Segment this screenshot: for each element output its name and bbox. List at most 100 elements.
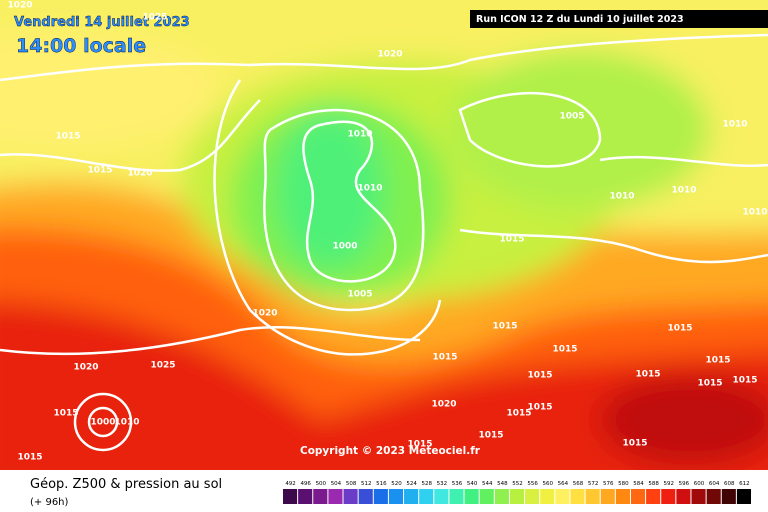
isobar-label: 1015 [53,409,78,419]
isobar-label: 1010 [671,186,696,196]
scale-swatch [509,489,525,504]
scale-swatch [555,489,570,504]
scale-swatch [298,489,313,504]
scale-label: 560 [543,481,554,487]
scale-label: 536 [452,481,463,487]
date-label: Vendredi 14 juillet 2023 [14,15,190,30]
scale-label: 496 [300,481,311,487]
scale-swatch [283,489,298,504]
isobars [0,33,768,452]
scale-swatch [646,489,661,504]
isobar-label: 1015 [527,403,552,413]
isobar-label: 1010 [357,184,382,194]
isobar-label: 1015 [732,376,757,386]
scale-label: 532 [437,481,448,487]
isobar-label: 1015 [697,379,722,389]
run-label: Run ICON 12 Z du Lundi 10 juillet 2023 [476,14,684,25]
isobar-label: 1010 [347,130,372,140]
legend-title: Géop. Z500 & pression au sol [30,477,222,492]
isobar-label: 1015 [407,440,432,450]
isobar-label: 1005 [347,290,372,300]
scale-label: 584 [633,481,644,487]
scale-swatch [525,489,540,504]
scale-label: 504 [331,481,342,487]
scale-label: 580 [618,481,629,487]
scale-swatch [600,489,615,504]
isobar-label: 1015 [499,235,524,245]
scale-swatch [661,489,676,504]
scale-swatch [585,489,600,504]
scale-label: 528 [421,481,432,487]
scale-label: 608 [724,481,735,487]
isobar-label: 1015 [527,371,552,381]
scale-label: 552 [512,481,523,487]
isobar-label: 1000 [332,242,357,252]
scale-swatch [404,489,419,504]
time-label: 14:00 locale [16,35,146,57]
isobar-label: 1015 [55,132,80,142]
scale-swatch [328,489,343,504]
color-scale: 492 496 500 504 508 512 516 520 524 528 532 536 540 5… [283,481,751,504]
isobar-label: 1015 [667,324,692,334]
isobar-label: 1020 [73,363,98,373]
isobar-label: 1020 [252,309,277,319]
scale-label: 508 [346,481,357,487]
copyright: Copyright © 2023 Meteociel.fr [300,445,481,457]
isobar-label: 1015 [87,166,112,176]
scale-label: 492 [285,481,296,487]
isobar-label: 1015 [552,345,577,355]
scale-swatch [676,489,691,504]
scale-swatch [358,489,373,504]
scale-label: 524 [406,481,417,487]
scale-swatch [388,489,404,504]
isobar-label: 1020 [7,1,32,11]
isobar-label: 1015 [478,431,503,441]
scale-label: 612 [739,481,750,487]
scale-swatch [494,489,509,504]
scale-label: 604 [709,481,720,487]
scale-label: 544 [482,481,493,487]
scale-label: 520 [391,481,402,487]
scale-label: 500 [316,481,327,487]
scale-label: 540 [467,481,478,487]
scale-label: 556 [527,481,538,487]
scale-swatch [691,489,706,504]
scale-label: 592 [664,481,675,487]
isobar-label: 1015 [492,322,517,332]
isobar-label: 1010 [742,208,767,218]
scale-label: 568 [573,481,584,487]
isobar-label: 1020 [127,169,152,179]
scale-label: 512 [361,481,372,487]
scale-swatch [736,489,751,504]
scale-swatch [479,489,494,504]
isobar-label: 1000 [90,418,115,428]
scale-label: 596 [679,481,690,487]
scale-swatch [615,489,630,504]
scale-swatch [570,489,585,504]
scale-label: 516 [376,481,387,487]
scale-swatch [540,489,555,504]
scale-swatch [449,489,464,504]
isobar-label: 1025 [142,13,167,23]
scale-swatch [706,489,721,504]
scale-label: 588 [648,481,659,487]
isobar-label: 1005 [559,112,584,122]
isobar-label: 1025 [150,361,175,371]
scale-label: 572 [588,481,599,487]
scale-swatch [343,489,358,504]
scale-swatch [419,489,434,504]
isobar-label: 1020 [431,400,456,410]
isobar-label: 1015 [506,409,531,419]
isobar-label: 1015 [432,353,457,363]
scale-label: 548 [497,481,508,487]
scale-label: 564 [558,481,569,487]
scale-swatch [630,489,646,504]
isobar-label: 1015 [705,356,730,366]
isobar-label: 1010 [609,192,634,202]
isobar-label: 1010 [114,418,139,428]
scale-label: 600 [694,481,705,487]
scale-swatch [373,489,388,504]
